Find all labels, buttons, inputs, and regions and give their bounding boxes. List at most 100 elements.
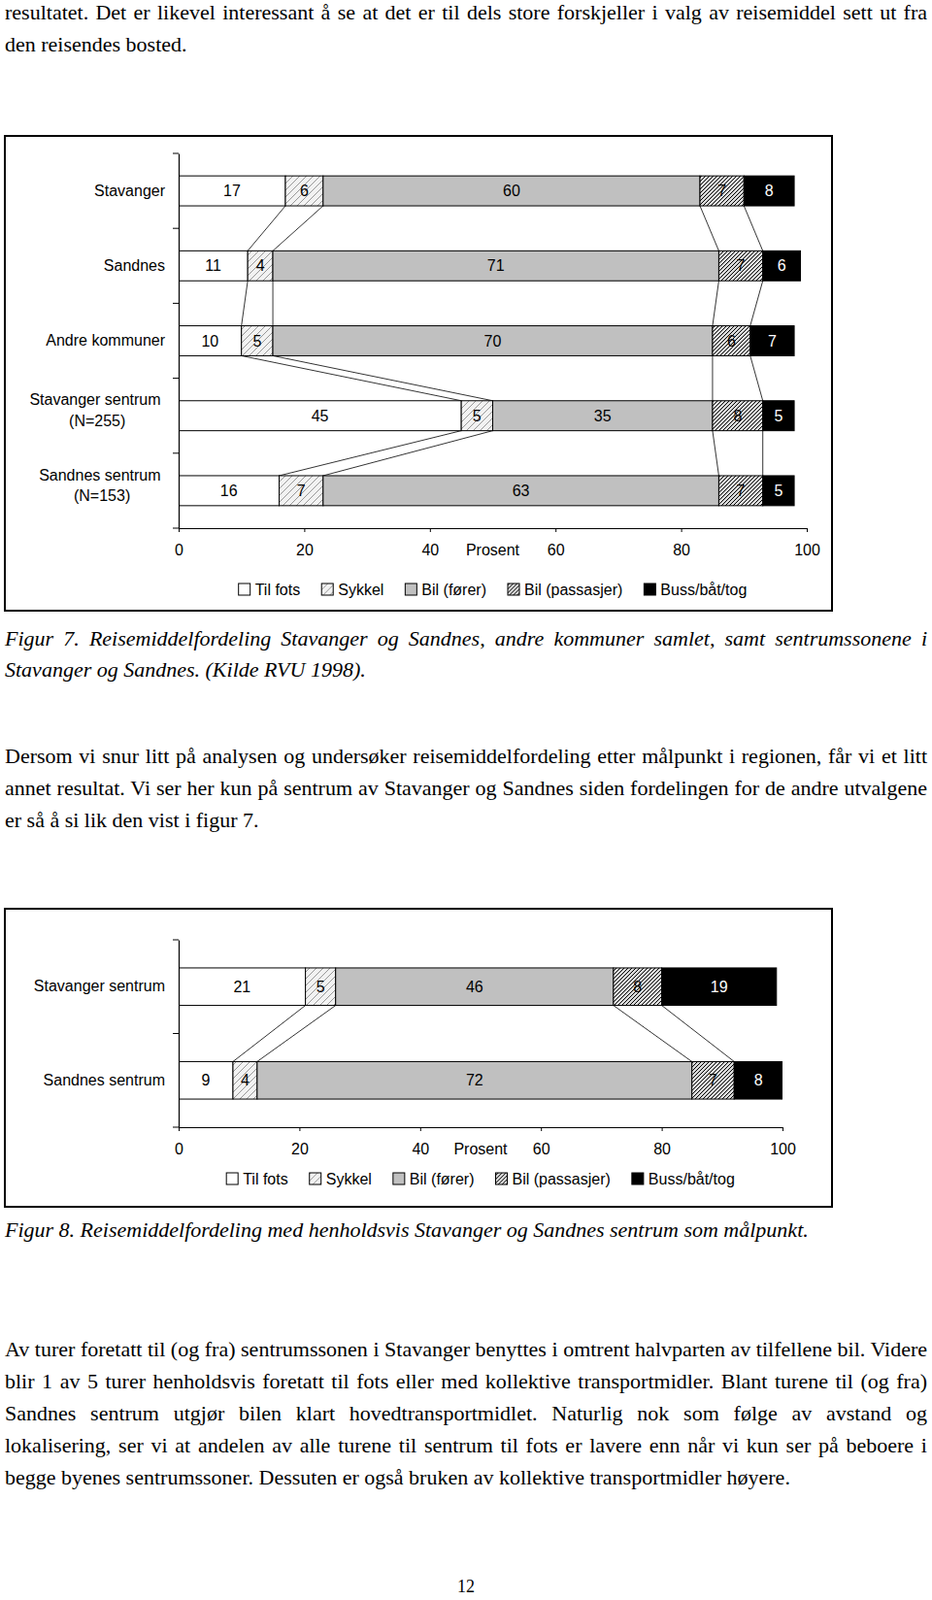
legend-item: Bil (passasjer) bbox=[507, 581, 623, 599]
bar-segment bbox=[461, 400, 493, 432]
category-separator bbox=[172, 939, 179, 941]
category-separator bbox=[172, 377, 179, 379]
tick-label: 80 bbox=[672, 541, 691, 559]
bar-segment bbox=[750, 326, 795, 357]
category-separator bbox=[172, 153, 179, 155]
chart: 21954467287198020406080100ProsentStavang… bbox=[4, 908, 833, 1207]
bar-segment bbox=[178, 475, 280, 506]
data-label: 8 bbox=[754, 1071, 764, 1089]
legend-item: Buss/båt/tog bbox=[643, 581, 747, 599]
bar-segment bbox=[692, 1061, 735, 1099]
legend-swatch bbox=[496, 1172, 508, 1185]
legend-item: Sykkel bbox=[321, 581, 384, 599]
data-label: 5 bbox=[472, 407, 482, 425]
bar-segment bbox=[323, 175, 700, 206]
bar-segment bbox=[733, 1061, 783, 1099]
category-separator bbox=[172, 302, 179, 304]
chart: 1711104516645576071703563776878675502040… bbox=[4, 135, 833, 611]
legend-label: Bil (fører) bbox=[421, 581, 487, 599]
data-label: 4 bbox=[256, 257, 266, 274]
tick-label: 20 bbox=[291, 1140, 309, 1158]
paragraph: resultatet. Det er likevel interessant å… bbox=[4, 0, 928, 61]
series-connector bbox=[750, 355, 764, 400]
data-label: 5 bbox=[773, 407, 783, 425]
legend-item: Bil (fører) bbox=[404, 581, 487, 599]
legend-swatch bbox=[309, 1172, 322, 1185]
series-connector bbox=[711, 355, 713, 400]
data-labels: 21954467287198 bbox=[201, 978, 764, 1090]
bar-segment bbox=[178, 175, 286, 206]
legend-label: Sykkel bbox=[337, 581, 384, 599]
series-connector bbox=[613, 1005, 693, 1063]
paragraph: Dersom vi snur litt på analysen og under… bbox=[4, 739, 928, 836]
data-label: 6 bbox=[299, 182, 309, 200]
bar-segment bbox=[279, 475, 324, 506]
label-line: (N=153) bbox=[73, 487, 131, 504]
bar-segment bbox=[763, 400, 795, 432]
data-label: 60 bbox=[502, 182, 521, 200]
legend-swatch bbox=[393, 1172, 405, 1185]
category-label: Stavanger sentrum (N=255) bbox=[29, 391, 166, 430]
tick-label: 40 bbox=[421, 541, 439, 559]
bar-segment bbox=[718, 250, 763, 281]
tick-label: 100 bbox=[794, 541, 821, 559]
data-label: 7 bbox=[767, 332, 777, 350]
category-label: Sandnes sentrum (N=153) bbox=[38, 466, 166, 505]
bar-segment bbox=[323, 475, 720, 506]
page-number: 12 bbox=[0, 1576, 932, 1598]
legend-item: Til fots bbox=[238, 581, 301, 599]
tick-mark bbox=[806, 528, 808, 533]
data-label: 45 bbox=[311, 407, 330, 425]
bar-segment bbox=[233, 1061, 258, 1099]
bars bbox=[178, 175, 801, 506]
label-line: Sandnes sentrum bbox=[38, 466, 166, 484]
chart-frame bbox=[4, 135, 833, 611]
legend-label: Bil (passasjer) bbox=[524, 581, 623, 599]
category-label: Stavanger bbox=[94, 182, 167, 200]
data-label: 70 bbox=[484, 332, 502, 350]
axis-line bbox=[178, 940, 180, 1129]
legend-label: Til fots bbox=[242, 1170, 289, 1188]
data-label: 71 bbox=[487, 257, 505, 274]
bar-segment bbox=[763, 475, 795, 506]
series-connector bbox=[241, 280, 248, 326]
legend-swatch bbox=[404, 583, 417, 596]
data-label: 6 bbox=[727, 332, 736, 350]
data-label: 9 bbox=[201, 1071, 211, 1089]
category-separator bbox=[172, 452, 179, 454]
data-label: 16 bbox=[220, 482, 238, 500]
tick-mark bbox=[420, 1127, 422, 1132]
tick-mark bbox=[299, 1127, 300, 1132]
bar-segment bbox=[247, 250, 273, 281]
category-label: Stavanger sentrum bbox=[33, 977, 166, 995]
tick-mark bbox=[303, 528, 305, 533]
tick-label: 40 bbox=[411, 1140, 430, 1158]
tick: 80 bbox=[672, 528, 691, 559]
data-label: 7 bbox=[736, 257, 746, 274]
data-label: 10 bbox=[200, 332, 219, 350]
series-connector bbox=[712, 431, 719, 476]
legend-label: Bil (passasjer) bbox=[512, 1170, 611, 1188]
series-connector bbox=[241, 355, 462, 400]
bar-segment bbox=[335, 967, 614, 1006]
data-label: 7 bbox=[708, 1071, 718, 1089]
legend-swatch bbox=[507, 583, 520, 596]
category-separator bbox=[172, 228, 179, 230]
data-label: 17 bbox=[223, 182, 241, 200]
data-label: 11 bbox=[204, 257, 222, 274]
tick: Stavanger sentrum (N=255) bbox=[29, 391, 166, 430]
tick: 100 bbox=[794, 528, 821, 559]
category-separator bbox=[172, 528, 179, 530]
tick: Sandnes sentrum (N=153) bbox=[38, 466, 166, 505]
category-separator bbox=[172, 1032, 179, 1034]
tick: 20 bbox=[296, 528, 314, 559]
series-connector bbox=[272, 280, 274, 326]
bar-segment bbox=[718, 475, 763, 506]
data-label: 4 bbox=[240, 1071, 250, 1089]
data-label: 35 bbox=[594, 407, 612, 425]
tick: Sandnes sentrum bbox=[43, 1071, 166, 1089]
bar-segment bbox=[493, 400, 713, 432]
tick: Stavanger sentrum bbox=[33, 977, 166, 995]
bar-segment bbox=[763, 250, 801, 281]
data-label: 8 bbox=[632, 978, 642, 996]
